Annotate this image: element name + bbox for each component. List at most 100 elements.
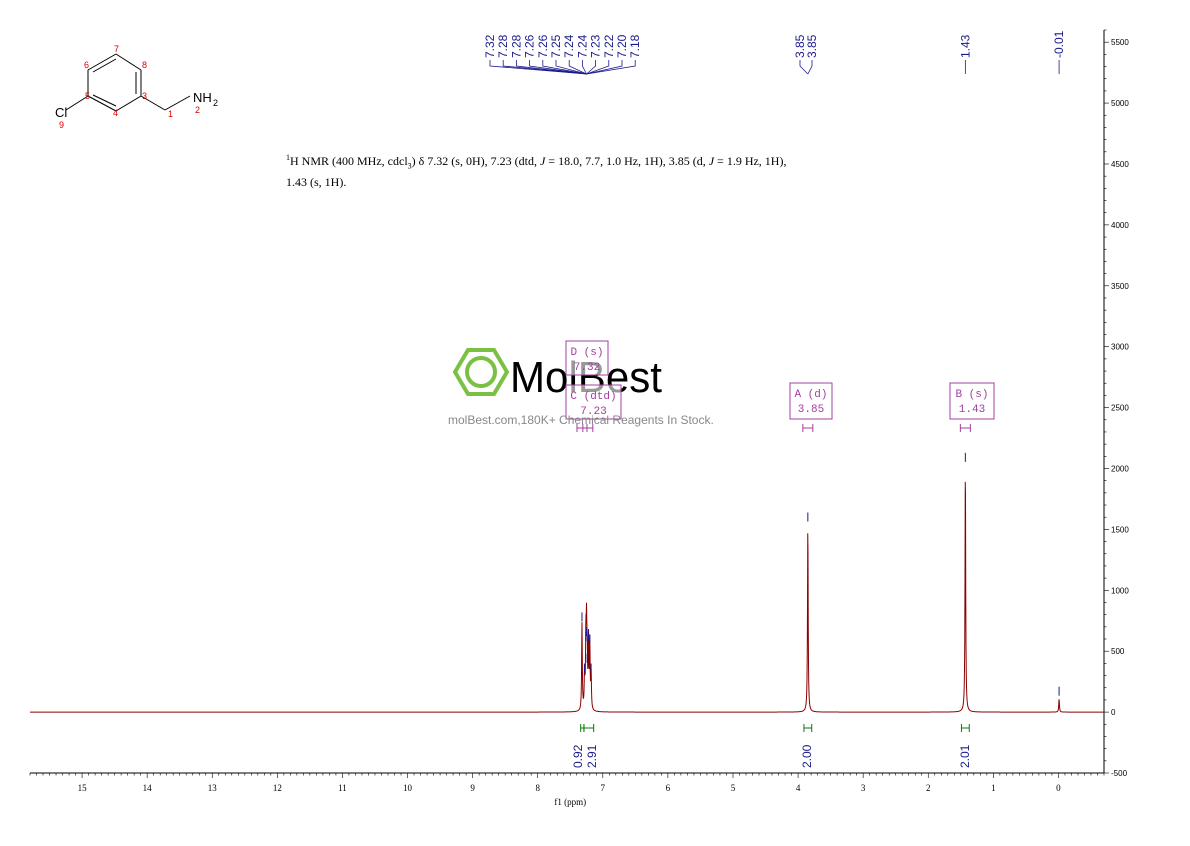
peak-label: 7.24 <box>575 34 589 58</box>
integral-label: 2.00 <box>800 744 814 768</box>
atom-number-7: 7 <box>114 44 119 54</box>
description-superscript: 1 <box>286 153 290 162</box>
y-tick-label: 5500 <box>1111 38 1129 47</box>
y-tick-label: 2000 <box>1111 464 1129 473</box>
peak-label-connector <box>542 60 587 75</box>
atom-number-6: 6 <box>84 60 89 70</box>
peak-label: 3.85 <box>805 34 819 58</box>
x-tick-label: 3 <box>861 783 866 793</box>
multiplet-value: 3.85 <box>798 404 824 416</box>
nmr-description: 1H NMR (400 MHz, cdcl3) δ 7.32 (s, 0H), … <box>286 150 886 190</box>
multiplet-name: B (s) <box>955 389 988 401</box>
spectrum-trace <box>30 481 1104 713</box>
y-tick-label: 4500 <box>1111 160 1129 169</box>
y-tick-label: -500 <box>1111 769 1128 778</box>
peak-label-connector <box>582 60 587 75</box>
peak-label: 7.28 <box>509 34 523 58</box>
x-tick-label: 5 <box>731 783 736 793</box>
peak-label: 3.85 <box>793 34 807 58</box>
x-tick-label: 7 <box>601 783 606 793</box>
multiplet-box <box>565 384 622 420</box>
integral-label: 2.01 <box>958 744 972 768</box>
x-tick-label: 12 <box>273 783 282 793</box>
axes-layer: 15 14 13 12 11 10 9 8 7 6 5 4 3 2 1 0f1 (ppm)-500050010… <box>29 29 1129 807</box>
y-tick-label: 3500 <box>1111 282 1129 291</box>
peak-label-connector <box>799 60 809 75</box>
peak-label: 7.32 <box>483 34 497 58</box>
x-tick-label: 2 <box>926 783 931 793</box>
multiplet-box <box>789 382 833 420</box>
description-j-2: J <box>708 154 715 168</box>
peak-label: 7.18 <box>628 34 642 58</box>
multiplet-name: C (dtd) <box>570 391 616 403</box>
peak-label-connector <box>568 60 587 75</box>
description-part-1: H NMR (400 MHz, cdcl <box>290 154 408 168</box>
peak-label-connector <box>529 60 587 75</box>
atom-cl-index: 9 <box>59 120 64 130</box>
x-tick-label: 15 <box>78 783 88 793</box>
x-tick-label: 1 <box>991 783 996 793</box>
x-tick-label: 4 <box>796 783 801 793</box>
y-tick-label: 1500 <box>1111 525 1129 534</box>
x-tick-label: 10 <box>403 783 413 793</box>
atom-nh-label: NH <box>193 90 212 105</box>
multiplet-value: 7.23 <box>580 406 606 418</box>
peak-label-connector <box>489 60 587 75</box>
peak-label: 7.26 <box>536 34 550 58</box>
molbest-logo-icon <box>452 348 510 396</box>
y-tick-label: 2500 <box>1111 404 1129 413</box>
description-part-4: = 1.9 Hz, 1H), <box>714 154 787 168</box>
x-tick-label: 8 <box>535 783 540 793</box>
multiplet-box <box>565 340 609 376</box>
peak-label: 7.23 <box>589 34 603 58</box>
atom-number-5: 5 <box>85 91 90 101</box>
y-tick-label: 1000 <box>1111 586 1129 595</box>
x-tick-label: 13 <box>208 783 218 793</box>
peak-label: 7.28 <box>496 34 510 58</box>
peak-label: -0.01 <box>1052 30 1066 58</box>
description-part-2: ) δ 7.32 (s, 0H), 7.23 (dtd, <box>411 154 540 168</box>
atom-number-1: 1 <box>168 109 173 119</box>
description-part-3: = 18.0, 7.7, 1.0 Hz, 1H), 3.85 (d, <box>545 154 709 168</box>
peak-label-connector <box>586 60 596 75</box>
peak-label-connector <box>516 60 587 75</box>
peak-label: 7.24 <box>562 34 576 58</box>
annotation-layer: 7.32 7.28 7.28 7.26 7.26 7.25 7.24 7.24 7.23 7.22… <box>483 30 1066 768</box>
y-tick-label: 4000 <box>1111 221 1129 230</box>
integral-label: 2.91 <box>585 744 599 768</box>
peak-label-connector <box>586 60 636 75</box>
integral-label: 0.92 <box>571 744 585 768</box>
peak-label: 7.25 <box>549 34 563 58</box>
atom-number-4: 4 <box>113 108 118 118</box>
peak-label-connector <box>502 60 587 75</box>
y-tick-label: 500 <box>1111 647 1125 656</box>
x-tick-label: 14 <box>143 783 153 793</box>
y-tick-label: 0 <box>1111 708 1116 717</box>
description-line-2: 1.43 (s, 1H). <box>286 175 347 190</box>
multiplet-name: A (d) <box>794 389 827 401</box>
description-j-1: J <box>539 154 546 168</box>
atom-nh-subscript: 2 <box>213 98 218 108</box>
x-tick-label: 6 <box>666 783 671 793</box>
y-tick-label: 5000 <box>1111 99 1129 108</box>
multiplet-box <box>949 382 995 420</box>
x-axis-label: f1 (ppm) <box>554 797 586 807</box>
x-tick-label: 11 <box>338 783 347 793</box>
watermark-tagline: molBest.com,180K+ Chemical Reagents In S… <box>448 413 714 427</box>
x-tick-label: 0 <box>1056 783 1061 793</box>
peak-label-connector <box>555 60 587 75</box>
peak-label: 7.26 <box>523 34 537 58</box>
atom-nh-index: 2 <box>195 105 200 115</box>
peak-label-connector <box>586 60 623 75</box>
description-subscript: 3 <box>407 161 412 171</box>
spectrum-layer <box>30 481 1104 713</box>
atom-cl-label: Cl <box>55 105 67 120</box>
peak-label: 7.22 <box>602 34 616 58</box>
x-tick-label: 9 <box>470 783 475 793</box>
multiplet-value: 1.43 <box>959 404 985 416</box>
atom-number-3: 3 <box>142 91 147 101</box>
y-tick-label: 3000 <box>1111 343 1129 352</box>
atom-number-8: 8 <box>142 60 147 70</box>
